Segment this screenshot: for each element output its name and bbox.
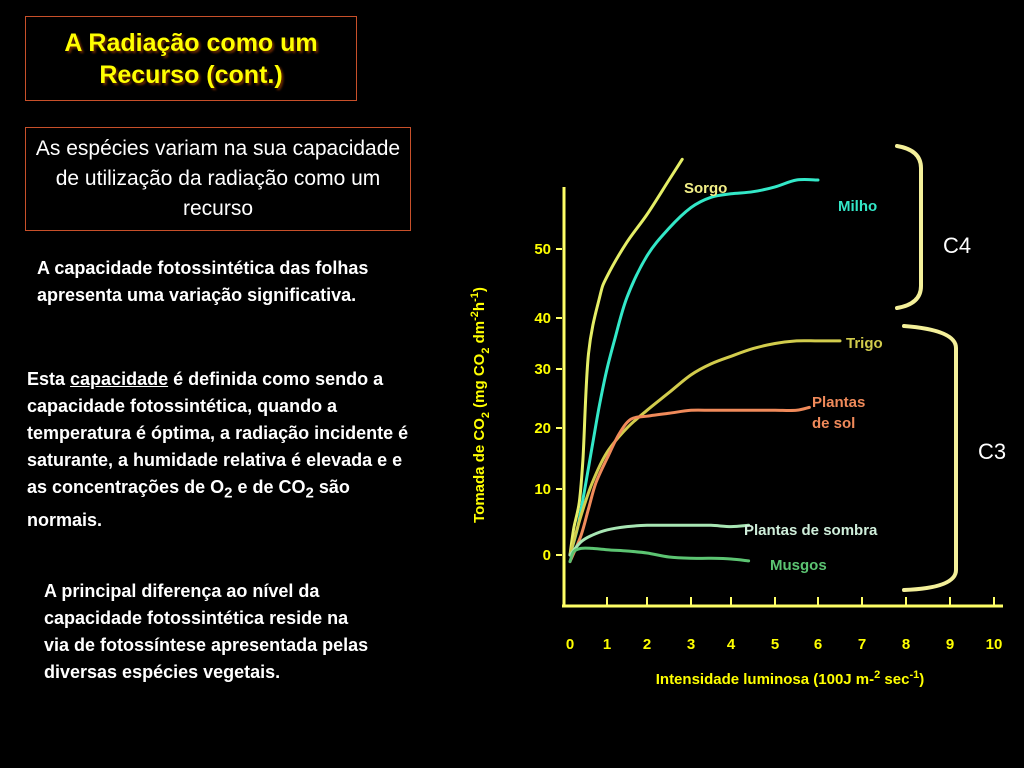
series-line-5 [568,546,751,564]
legend-label-5: Musgos [770,557,827,574]
x-tick-label: 4 [727,636,736,653]
chart-groups: C4 C3 [895,144,1006,592]
o2-subscript: 2 [224,484,233,502]
legend-label-1: Milho [838,198,877,215]
y-tick-label: 50 [534,241,551,258]
chart-axes [562,187,1003,608]
page-title: A Radiação como um Recurso (cont.) [64,27,317,91]
x-tick-label: 7 [858,636,866,653]
chart-series [568,157,842,564]
x-tick-label: 5 [771,636,779,653]
series-line-0 [568,157,684,557]
title-box: A Radiação como um Recurso (cont.) [25,16,357,101]
subtitle: As espécies variam na sua capacidade de … [35,137,401,220]
x-tick-label: 2 [643,636,651,653]
y-tick-label: 30 [534,361,551,378]
chart-legend: Sorgo Milho Trigo Plantas de sol Plantas de s… [684,180,883,574]
legend-label-3: Plantas de sol [812,394,865,432]
group-label-c4: C4 [943,233,971,258]
series-line-1 [568,177,820,557]
x-tick-label: 6 [814,636,822,653]
legend-label-4: Plantas de sombra [744,522,878,539]
x-tick-label: 9 [946,636,954,653]
x-tick-label: 0 [566,636,574,653]
legend-label-0: Sorgo [684,180,727,197]
capacidade-link[interactable]: capacidade [70,369,169,389]
series-line-4 [568,523,751,557]
title-line-1: A Radiação como um [64,28,318,57]
para2-text-1: Esta [27,369,71,389]
series-line-3 [568,405,811,564]
subtitle-box: As espécies variam na sua capacidade de … [25,127,411,231]
y-tick-label: 0 [543,547,551,564]
y-axis-label: Tomada de CO2 (mg CO2 dm-2h-1) [469,287,492,523]
x-tick-label: 10 [986,636,1003,653]
series-line-2 [568,339,842,557]
co2-subscript: 2 [305,484,314,502]
title-line-2: Recurso (cont.) [99,60,283,89]
para2-text-3: e de CO [232,477,306,497]
y-tick-label: 10 [534,481,551,498]
paragraph-main-difference: A principal diferença ao nível da capaci… [44,581,369,682]
y-tick-label: 40 [534,310,551,327]
para2-text-2: é definida como sendo a capacidade fotos… [27,369,409,497]
legend-label-2: Trigo [846,335,883,352]
chart-ticks: 0 1 2 3 4 5 6 7 8 9 10 0 10 20 30 40 50 [534,241,1002,653]
paragraph-capacity-definition: Esta capacidade é definida como sendo a … [27,366,412,534]
x-tick-label: 3 [687,636,695,653]
c3-brace [902,324,958,592]
group-label-c3: C3 [978,439,1006,464]
c4-brace [895,144,923,310]
paragraph-capacity-variation: A capacidade fotossintética das folhas a… [37,258,369,305]
para2-text-4: são normais. [27,477,350,530]
x-tick-label: 8 [902,636,910,653]
y-tick-label: 20 [534,420,551,437]
x-axis-label: Intensidade luminosa (100J m-2 sec-1) [656,669,925,688]
x-tick-label: 1 [603,636,611,653]
